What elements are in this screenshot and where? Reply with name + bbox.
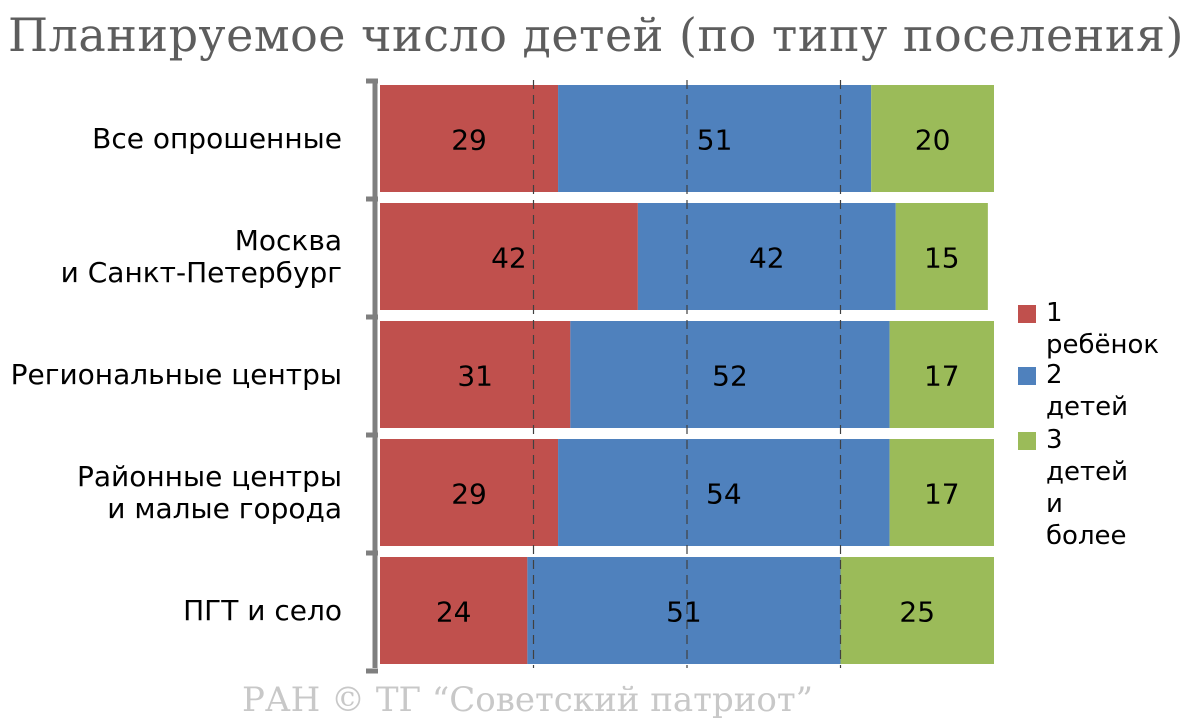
bar-2-2 [637, 203, 896, 310]
data-label-3-5: 25 [899, 596, 935, 629]
bar-3-5 [840, 557, 994, 664]
bar-2-3 [570, 321, 890, 428]
data-label-2-5: 51 [666, 596, 702, 629]
legend-swatch-2 [1018, 367, 1036, 385]
category-label-3: Региональные центры [10, 357, 342, 391]
data-label-2-3: 52 [712, 360, 748, 393]
data-labels-layer: 29 51 20 42 42 15 31 52 17 29 54 17 24 51 25 [436, 124, 960, 629]
bar-1-4 [380, 439, 559, 546]
data-label-3-2: 15 [924, 242, 960, 275]
legend-label-1: 1 ребёнок [1046, 298, 1160, 360]
legend-swatch-3 [1018, 432, 1036, 450]
bars-layer [380, 85, 994, 664]
category-label-1: Все опрошенные [92, 121, 342, 155]
bar-1-3 [380, 321, 571, 428]
category-label-4: Районные центры и малые города [76, 459, 342, 525]
bar-2-5 [527, 557, 841, 664]
bar-1-2 [380, 203, 638, 310]
axis-layer [366, 78, 378, 674]
grid-layer [532, 80, 842, 668]
data-label-3-1: 20 [915, 124, 951, 157]
bar-3-4 [889, 439, 994, 546]
bar-3-1 [871, 85, 994, 192]
category-label-5: ПГТ и село [183, 593, 342, 627]
bar-1-1 [380, 85, 559, 192]
category-label-2: Москва и Санкт-Петербург [60, 223, 342, 289]
bar-2-4 [558, 439, 890, 546]
data-label-2-1: 51 [697, 124, 733, 157]
bar-3-2 [895, 203, 988, 310]
legend-label-3: 3 детей и более [1046, 425, 1129, 551]
chart-title: Планируемое число детей (по типу поселен… [8, 8, 1184, 62]
bar-3-3 [889, 321, 994, 428]
data-label-3-3: 17 [924, 360, 960, 393]
data-label-1-3: 31 [457, 360, 493, 393]
data-label-3-4: 17 [924, 478, 960, 511]
data-label-2-2: 42 [749, 242, 785, 275]
legend-label-2: 2 детей [1046, 360, 1129, 422]
data-label-1-4: 29 [451, 478, 487, 511]
legend-swatch-1 [1018, 305, 1036, 323]
bar-2-1 [558, 85, 872, 192]
bar-1-5 [380, 557, 528, 664]
data-label-1-2: 42 [491, 242, 527, 275]
data-label-2-4: 54 [706, 478, 742, 511]
data-label-1-1: 29 [451, 124, 487, 157]
watermark: РАН © ТГ “Советский патриот” [241, 680, 814, 720]
data-label-1-5: 24 [436, 596, 472, 629]
